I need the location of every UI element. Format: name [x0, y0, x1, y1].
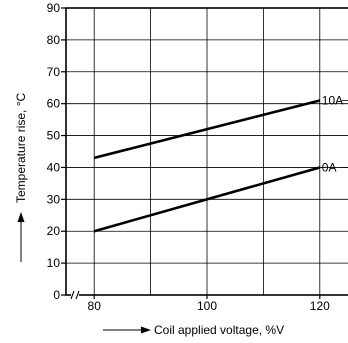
y-tick-label: 40: [47, 160, 61, 174]
x-tick-label: 120: [310, 299, 330, 313]
series-label-0a: 0A: [322, 160, 337, 174]
y-tick-label: 80: [47, 33, 61, 47]
plot-frame: [65, 7, 348, 296]
y-tick-label: 90: [47, 1, 61, 15]
x-tick-label: 100: [197, 299, 217, 313]
x-axis-ticks: 80 100 120: [88, 295, 330, 313]
y-tick-label: 20: [47, 224, 61, 238]
grid: [66, 8, 348, 295]
axis-break-gap: [71, 290, 79, 300]
y-axis-label: Temperature rise, °C: [14, 92, 28, 203]
y-axis-arrow-head: [17, 212, 25, 222]
y-tick-label: 30: [47, 192, 61, 206]
y-tick-label: 0: [53, 288, 60, 302]
y-tick-label: 50: [47, 129, 61, 143]
axis-break-slash: [70, 290, 75, 300]
series-line-0a: [93, 166, 321, 233]
y-axis-ticks: 0 10 20 30 40 50 60 70 80 90: [47, 1, 66, 302]
y-axis-label-group: Temperature rise, °C: [14, 92, 28, 262]
y-tick-label: 60: [47, 97, 61, 111]
x-axis-label-group: Coil applied voltage, %V: [103, 323, 284, 337]
series-lines: 10A 0A: [93, 93, 348, 233]
axis-break-slash: [75, 290, 80, 300]
y-tick-label: 10: [47, 256, 61, 270]
x-axis-arrow-head: [141, 326, 151, 334]
series-line-10a: [93, 99, 321, 160]
series-label-10a: 10A: [322, 93, 343, 107]
y-tick-label: 70: [47, 65, 61, 79]
x-tick-label: 80: [88, 299, 102, 313]
x-axis-label: Coil applied voltage, %V: [154, 323, 284, 337]
x-axis-break-mark: [70, 290, 80, 300]
